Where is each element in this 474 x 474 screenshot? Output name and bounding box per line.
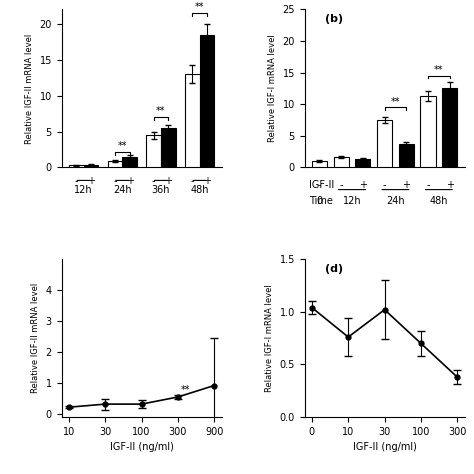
Text: 48h: 48h [190, 185, 209, 195]
Text: 0: 0 [317, 196, 323, 206]
Text: Time: Time [309, 196, 333, 206]
Text: (b): (b) [326, 14, 344, 24]
Text: -: - [339, 180, 343, 190]
Text: **: ** [156, 107, 165, 117]
Text: IGF-II: IGF-II [309, 180, 334, 190]
Y-axis label: Relative IGF-I mRNA level: Relative IGF-I mRNA level [265, 284, 274, 392]
Text: +: + [87, 176, 95, 186]
Text: -: - [113, 176, 117, 186]
Bar [442, 89, 457, 167]
Text: **: ** [434, 65, 444, 75]
Bar [312, 161, 327, 167]
Text: **: ** [391, 97, 400, 107]
X-axis label: IGF-II (ng/ml): IGF-II (ng/ml) [109, 442, 173, 452]
Text: -: - [74, 176, 78, 186]
Text: 36h: 36h [152, 185, 170, 195]
Text: 24h: 24h [113, 185, 132, 195]
X-axis label: IGF-II (ng/ml): IGF-II (ng/ml) [353, 442, 417, 452]
Text: **: ** [181, 385, 190, 395]
Text: +: + [446, 180, 454, 190]
Bar [83, 164, 98, 167]
Text: +: + [126, 176, 134, 186]
Y-axis label: Relative IGF-I mRNA level: Relative IGF-I mRNA level [268, 35, 277, 142]
Text: +: + [402, 180, 410, 190]
Text: 12h: 12h [74, 185, 93, 195]
Text: 24h: 24h [386, 196, 405, 206]
Text: **: ** [118, 141, 127, 151]
Text: 48h: 48h [429, 196, 448, 206]
Bar [334, 157, 349, 167]
Text: (d): (d) [326, 264, 344, 274]
Text: 12h: 12h [343, 196, 361, 206]
Text: **: ** [195, 2, 204, 12]
Bar [69, 165, 83, 167]
Text: +: + [164, 176, 172, 186]
Text: -: - [383, 180, 386, 190]
Bar [161, 128, 175, 167]
Text: -: - [152, 176, 155, 186]
Text: +: + [203, 176, 211, 186]
Bar [185, 74, 200, 167]
Text: -: - [426, 180, 430, 190]
Y-axis label: Relative IGF-II mRNA level: Relative IGF-II mRNA level [25, 33, 34, 144]
Bar [200, 35, 214, 167]
Bar [108, 161, 122, 167]
Bar [420, 96, 436, 167]
Y-axis label: Relative IGF-II mRNA level: Relative IGF-II mRNA level [31, 283, 40, 393]
Bar [399, 144, 414, 167]
Bar [377, 120, 392, 167]
Bar [122, 157, 137, 167]
Bar [146, 135, 161, 167]
Bar [356, 159, 371, 167]
Text: -: - [191, 176, 194, 186]
Text: -: - [318, 180, 321, 190]
Text: +: + [359, 180, 367, 190]
